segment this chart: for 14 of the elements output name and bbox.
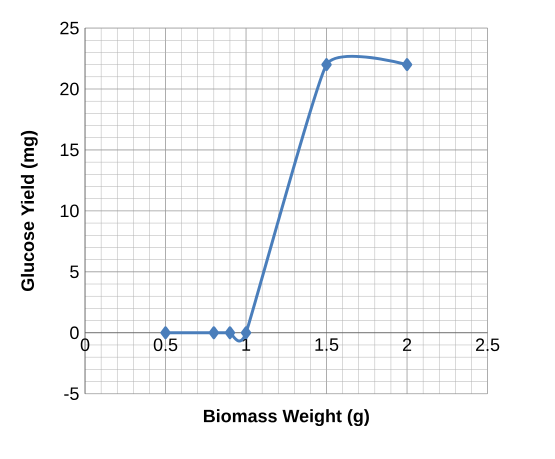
x-axis-title: Biomass Weight (g) [204,409,369,426]
y-tick-label: 0 [70,326,79,340]
x-tick-label: 0.5 [154,338,178,352]
x-tick-label: 1.5 [315,338,338,351]
y-tick-label: 10 [60,204,79,218]
x-tick-label: 1 [242,338,250,351]
x-tick-label: 2 [402,338,412,351]
y-tick-label: 25 [60,22,79,34]
y-tick-label: 20 [60,82,79,96]
y-axis-title: Glucose Yield (mg) [20,130,38,292]
y-tick-label: -5 [64,387,79,400]
y-tick-label: 5 [70,266,79,278]
y-tick-label: 15 [60,144,79,156]
x-tick-label: 2.5 [476,338,500,352]
